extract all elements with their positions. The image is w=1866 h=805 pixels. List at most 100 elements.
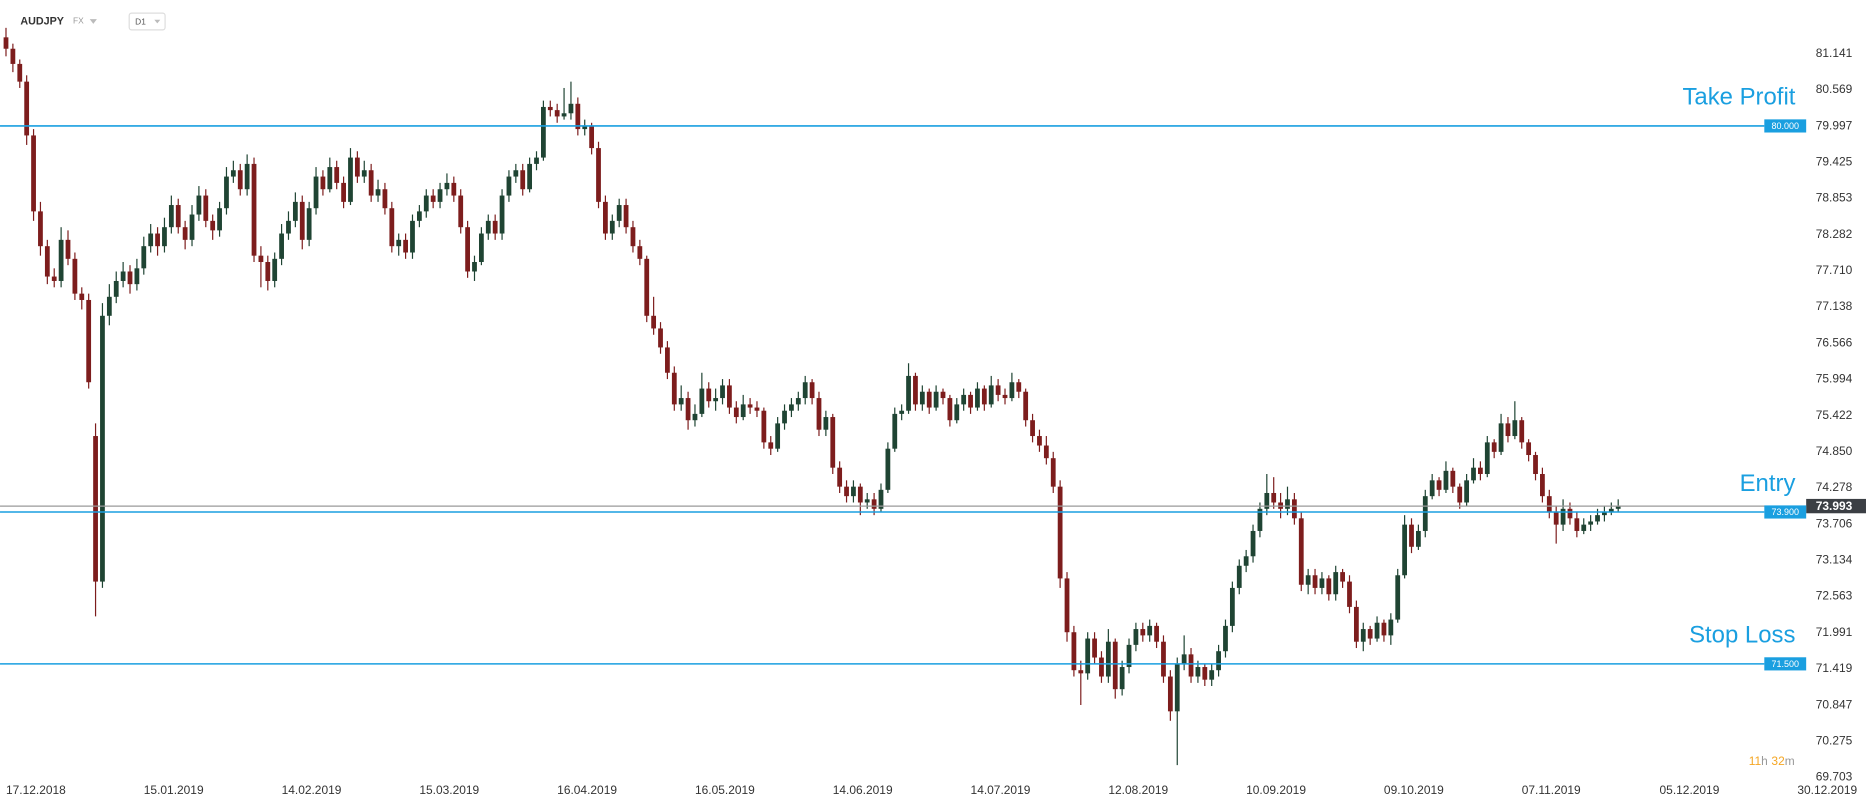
candle-body: [1154, 625, 1159, 642]
candle-body: [1181, 654, 1187, 664]
candle-body: [823, 417, 829, 430]
level-badge-label: 73.900: [1772, 507, 1799, 517]
candle-body: [1450, 470, 1456, 487]
timeframe-box[interactable]: [128, 12, 166, 31]
y-tick-label: 69.703: [1816, 770, 1853, 784]
dropdown-arrow[interactable]: [89, 19, 97, 24]
candle-body: [1333, 572, 1339, 595]
dropdown-arrow[interactable]: [154, 19, 161, 24]
last-price-label: 73.993: [1816, 499, 1853, 513]
candle-body: [1498, 423, 1504, 452]
candle-body: [637, 246, 643, 259]
candle-body: [1223, 625, 1228, 652]
candle-body: [954, 404, 960, 421]
candle-body: [609, 220, 615, 234]
y-tick-label: 73.134: [1816, 553, 1853, 567]
candle-body: [844, 486, 849, 497]
candle-body: [65, 239, 71, 259]
candle-body: [1608, 508, 1614, 512]
candle-body: [1471, 467, 1476, 481]
candle-body: [368, 170, 374, 196]
candle-body: [1298, 518, 1304, 585]
candle-body: [1071, 632, 1077, 671]
candle-body: [768, 442, 774, 449]
candle-body: [1478, 467, 1483, 475]
candle-body: [217, 208, 222, 231]
x-tick-label: 07.11.2019: [1522, 783, 1581, 797]
y-tick-label: 73.706: [1816, 516, 1853, 530]
candle-body: [789, 404, 794, 411]
candle-body: [727, 385, 732, 408]
y-tick-label: 71.419: [1816, 661, 1853, 675]
candle-body: [1099, 657, 1104, 677]
candle-body: [1546, 496, 1552, 512]
candle-body: [961, 394, 967, 405]
candle-body: [416, 211, 422, 221]
candle-body: [981, 388, 987, 405]
candle-body: [299, 201, 305, 240]
timer-part: h: [1761, 754, 1768, 768]
candle-body: [196, 195, 202, 215]
candle-body: [1112, 641, 1118, 690]
candle-body: [809, 382, 815, 399]
candle-body: [182, 227, 188, 240]
candle-body: [389, 208, 395, 247]
level-badge-label: 71.500: [1772, 659, 1799, 669]
candle-body: [1526, 442, 1532, 456]
candle-body: [348, 157, 353, 202]
candle-body: [1340, 572, 1345, 582]
timeframe[interactable]: D1: [135, 16, 146, 26]
candle-body: [1595, 515, 1600, 522]
candle-body: [17, 63, 23, 82]
candle-body: [630, 227, 636, 247]
candle-body: [1257, 508, 1263, 531]
candle-body: [1305, 575, 1311, 585]
level-name: Take Profit: [1682, 84, 1795, 111]
x-tick-label: 17.12.2018: [6, 783, 66, 797]
candle-body: [1030, 420, 1035, 437]
candle-body: [286, 220, 291, 234]
candle-body: [237, 170, 243, 190]
candle-body: [665, 347, 670, 373]
candle-body: [44, 246, 50, 277]
y-tick-label: 70.275: [1816, 734, 1853, 748]
candle-body: [919, 391, 925, 405]
candle-body: [1009, 382, 1015, 399]
candle-body: [947, 398, 953, 421]
candle-body: [837, 467, 843, 487]
candle-body: [244, 163, 250, 190]
candle-body: [382, 189, 388, 209]
candle-body: [1002, 394, 1008, 399]
candle-body: [582, 125, 588, 130]
candle-body: [1553, 511, 1559, 525]
candle-body: [472, 262, 477, 272]
y-tick-label: 78.282: [1816, 227, 1853, 241]
candle-body: [141, 246, 147, 269]
candle-body: [1374, 622, 1380, 639]
candle-body: [658, 328, 663, 348]
candle-body: [334, 167, 340, 183]
candle-body: [988, 385, 994, 405]
candle-body: [24, 81, 30, 136]
candle-body: [995, 385, 1001, 395]
candle-body: [327, 167, 333, 190]
candle-body: [1216, 651, 1221, 671]
candle-body: [596, 148, 601, 202]
candle-body: [940, 391, 946, 399]
candle-body: [740, 404, 746, 418]
timer-part: 32: [1771, 754, 1785, 768]
y-tick-label: 74.850: [1816, 444, 1853, 458]
symbol[interactable]: AUDJPY: [20, 15, 64, 27]
candle-body: [1236, 565, 1242, 588]
y-tick-label: 77.710: [1816, 263, 1853, 277]
candle-body: [72, 258, 78, 294]
candle-body: [851, 486, 856, 497]
candle-body: [1161, 641, 1166, 677]
candle-body: [520, 170, 526, 190]
candle-body: [492, 220, 498, 234]
candle-body: [1209, 670, 1215, 680]
candle-body: [258, 255, 264, 263]
candle-body: [279, 233, 284, 259]
x-tick-label: 14.06.2019: [833, 783, 893, 797]
